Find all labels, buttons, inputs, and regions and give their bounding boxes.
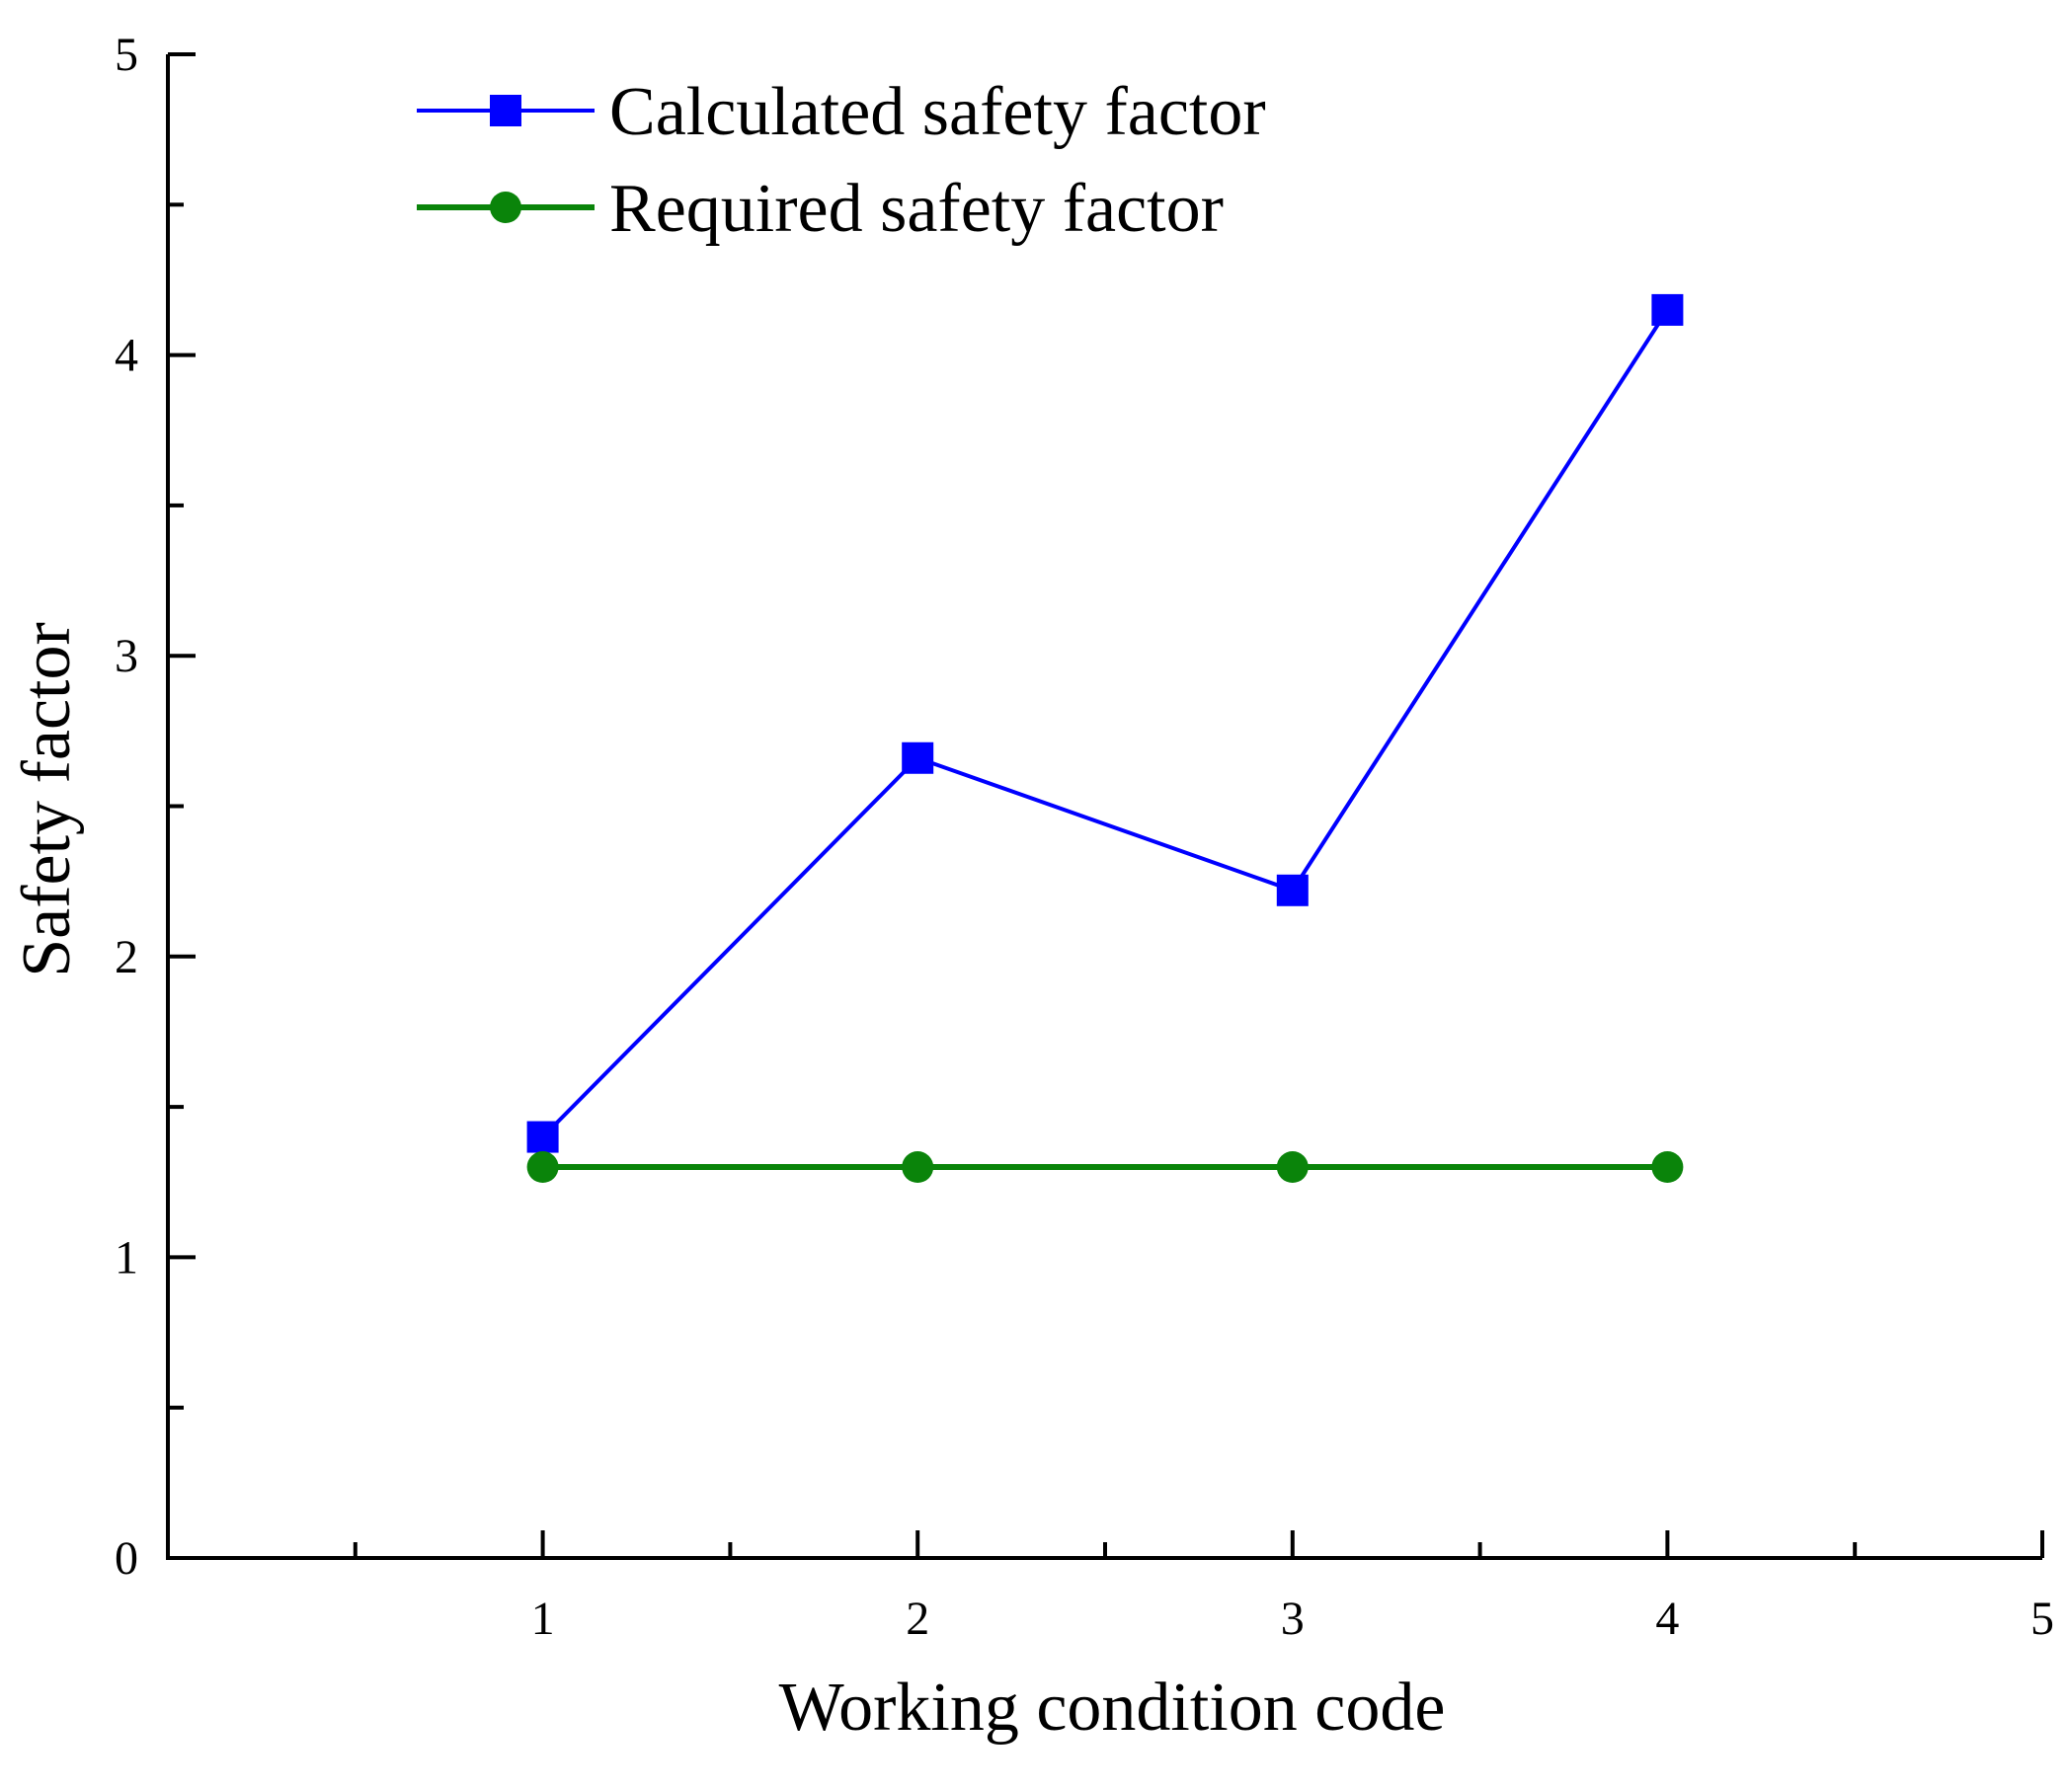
axes: 0 1 2 3 4 5 1 2 3 4 5: [115, 29, 2054, 1645]
y-tick-label: 1: [115, 1231, 138, 1284]
legend-item-1: Calculated safety factor: [417, 74, 1266, 150]
x-tick-label: 2: [906, 1593, 929, 1645]
legend-label: Calculated safety factor: [609, 74, 1266, 150]
y-axis-title: Safety factor: [9, 622, 85, 977]
y-tick-label: 2: [115, 931, 138, 983]
data-point-circle: [526, 1151, 559, 1184]
y-tick-label: 0: [115, 1532, 138, 1585]
series-line-1: [541, 308, 1670, 1138]
y-tick-label: 5: [115, 29, 138, 81]
data-point-square: [526, 1121, 559, 1153]
legend: Calculated safety factor Required safety …: [417, 74, 1266, 247]
x-tick-label: 1: [531, 1593, 555, 1645]
y-tick-label: 3: [115, 630, 138, 682]
data-point-circle: [1651, 1151, 1684, 1184]
legend-marker-square: [490, 95, 521, 126]
y-tick-label: 4: [115, 330, 138, 382]
legend-label: Required safety factor: [609, 171, 1224, 247]
x-axis-title: Working condition code: [779, 1670, 1446, 1746]
data-point-square: [1276, 874, 1309, 906]
series-1: [526, 293, 1684, 1153]
legend-item-2: Required safety factor: [417, 171, 1224, 247]
data-point-circle: [902, 1151, 934, 1184]
x-tick-label: 5: [2030, 1593, 2054, 1645]
x-tick-label: 4: [1655, 1593, 1679, 1645]
series-2: [526, 1151, 1684, 1184]
data-point-square: [902, 741, 934, 774]
legend-marker-circle: [490, 192, 521, 223]
x-tick-label: 3: [1281, 1593, 1305, 1645]
data-point-circle: [1276, 1151, 1309, 1184]
series-layer: [526, 293, 1684, 1184]
data-point-square: [1651, 293, 1684, 326]
